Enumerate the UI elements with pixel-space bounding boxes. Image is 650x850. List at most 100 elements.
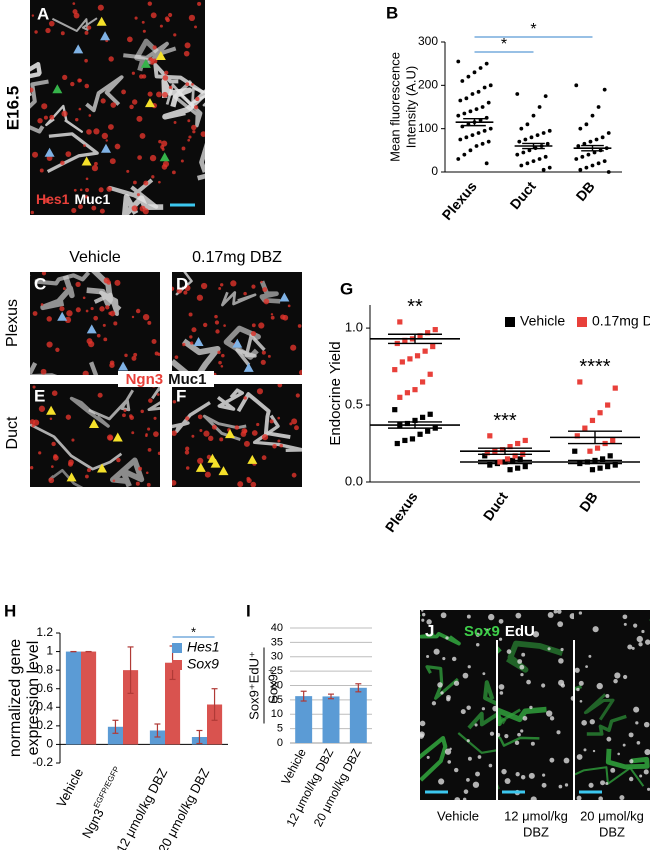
nucleus (48, 477, 55, 484)
nucleus (447, 760, 452, 764)
nucleus (549, 716, 555, 721)
data-point (578, 167, 583, 172)
data-point (612, 385, 618, 391)
x-tick-label: DB (576, 489, 601, 515)
strand (483, 680, 497, 707)
nucleus (91, 205, 97, 211)
nucleus (246, 476, 251, 481)
nucleus (59, 306, 65, 312)
data-point (478, 66, 483, 70)
nucleus (158, 139, 162, 144)
nucleus (39, 168, 44, 173)
nucleus (522, 715, 528, 721)
bar (107, 726, 123, 745)
row-header: Plexus (4, 299, 21, 347)
nucleus (277, 416, 281, 420)
nucleus (180, 159, 184, 163)
strand (30, 62, 42, 97)
data-point (597, 465, 603, 471)
chart: H -0.2 0 0.2 0.4 0.6 0.8 1 1.2 normalized gene exp… (4, 601, 228, 850)
nucleus (145, 471, 149, 475)
nucleus (463, 789, 469, 794)
error-bar (388, 333, 442, 345)
data-point (541, 167, 546, 172)
category-name: Duct (506, 178, 538, 212)
nucleus (583, 748, 587, 752)
nucleus (185, 416, 190, 421)
nucleus (627, 644, 633, 650)
nucleus (32, 151, 39, 158)
nucleus (78, 204, 83, 210)
nucleus (485, 628, 489, 632)
nucleus (129, 104, 134, 110)
nucleus (635, 721, 639, 725)
data-point (430, 343, 436, 350)
nucleus (157, 352, 160, 356)
nucleus (109, 310, 116, 317)
data-point (419, 379, 426, 385)
nucleus (147, 448, 152, 452)
nucleus (277, 384, 283, 388)
nucleus (38, 405, 46, 412)
nucleus (223, 324, 226, 327)
data-point (476, 131, 481, 135)
nucleus (116, 457, 121, 463)
nucleus (619, 795, 625, 800)
strand (586, 714, 627, 736)
panel-label: D (176, 274, 188, 293)
data-point (486, 100, 491, 105)
nucleus (474, 723, 478, 727)
nucleus (127, 36, 133, 43)
x-tick-label: Duct (506, 178, 538, 212)
nucleus (215, 329, 220, 334)
strand (147, 386, 160, 412)
data-point (486, 139, 491, 144)
data-point (582, 141, 587, 146)
nucleus (30, 210, 35, 215)
nucleus (147, 427, 151, 431)
nucleus (121, 89, 126, 95)
nucleus (152, 45, 157, 50)
nucleus (261, 455, 267, 461)
y-tick-label: 0 (431, 164, 438, 178)
data-point (399, 359, 405, 365)
data-point (602, 159, 607, 164)
error-bar (581, 144, 604, 152)
nucleus (99, 306, 105, 312)
data-point (531, 159, 536, 164)
data-point (590, 113, 595, 118)
nucleus (106, 434, 114, 441)
arrowhead (140, 58, 151, 68)
nucleus (94, 161, 98, 166)
data-point (484, 450, 490, 456)
legend-swatch (172, 660, 182, 670)
nucleus (251, 284, 256, 289)
nucleus (55, 347, 60, 352)
legend-swatch (172, 643, 182, 653)
arrowhead (81, 156, 92, 166)
nucleus (149, 154, 157, 162)
data-point (543, 94, 548, 99)
tissue (172, 384, 302, 487)
nucleus (133, 180, 137, 185)
nucleus (499, 691, 504, 695)
x-tick-label: Vehicle (54, 766, 87, 810)
category-name: Plexus (381, 488, 420, 534)
nucleus (506, 649, 512, 654)
nucleus (86, 25, 92, 30)
nucleus (623, 674, 628, 680)
nucleus (141, 20, 145, 24)
data-point (600, 135, 605, 140)
nucleus (72, 9, 78, 15)
y-tick-label: 0.5 (345, 396, 363, 411)
arrowhead (118, 361, 129, 371)
legend-label: Vehicle (520, 313, 565, 329)
nucleus (146, 482, 151, 487)
data-point (537, 105, 542, 109)
nucleus (614, 672, 621, 679)
nucleus (472, 781, 480, 788)
y-tick-label: 300 (418, 34, 438, 48)
arrowhead (218, 466, 229, 476)
nucleus (498, 684, 505, 690)
